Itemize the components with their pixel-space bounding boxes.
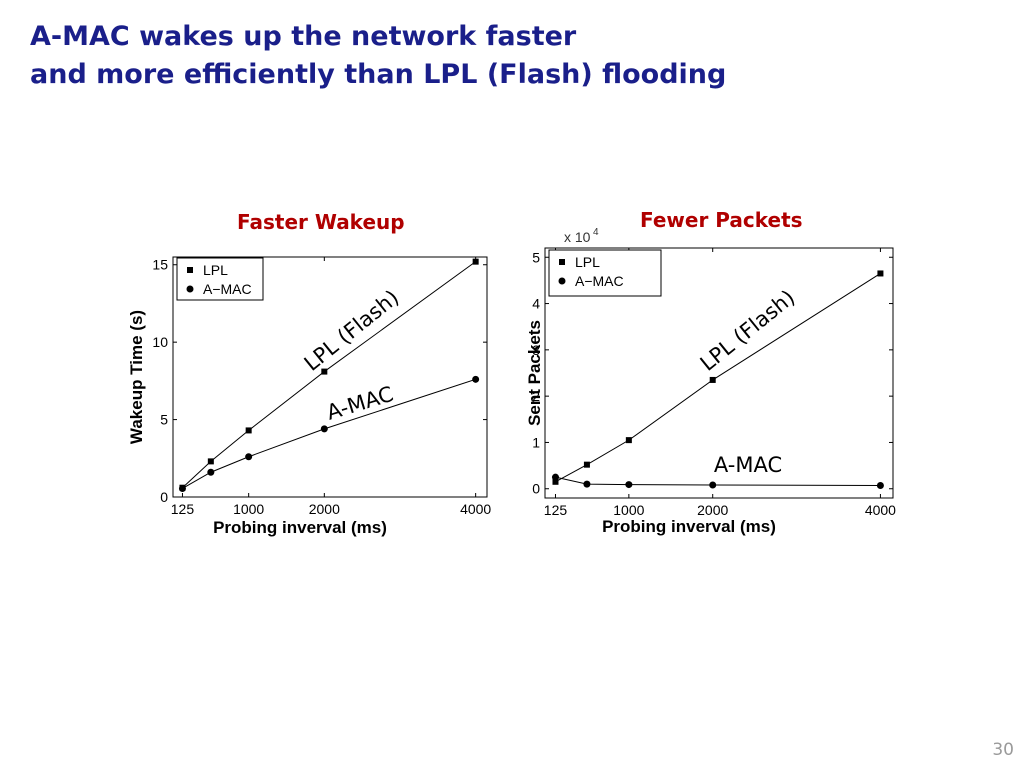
slide-title: A-MAC wakes up the network faster and mo… (30, 18, 726, 94)
annotation-1: A-MAC (714, 453, 782, 477)
data-point-1-1 (583, 480, 591, 488)
x-axis-label: Probing inverval (ms) (213, 518, 387, 537)
y-tick-label: 0 (532, 481, 540, 497)
wakeup-time-chart: 125 1000 2000 4000 0 5 10 15 Probing inverval (m… (127, 256, 491, 537)
legend-label-1: A−MAC (203, 281, 252, 297)
legend-box (548, 249, 662, 297)
legend-marker-1 (558, 277, 566, 285)
data-point-0-2 (245, 427, 252, 434)
data-point-1-3 (320, 425, 328, 433)
data-point-0-4 (877, 270, 884, 277)
legend-label-1: A−MAC (575, 273, 624, 289)
y-tick-label: 5 (532, 249, 540, 265)
y-tick-label: 2 (532, 388, 540, 404)
page-number: 30 (992, 740, 1014, 760)
data-point-1-2 (245, 453, 253, 461)
y-tick-label: 4 (532, 296, 540, 312)
chart-title-wakeup: Faster Wakeup (237, 210, 405, 234)
legend-marker-1 (186, 285, 194, 293)
x-tick-label: 1000 (613, 502, 644, 518)
sent-packets-chart: 125 1000 2000 4000 0 1 2 3 4 5 Probing inverval (m… (525, 227, 896, 536)
data-point-1-1 (207, 468, 215, 476)
data-point-1-0 (551, 473, 559, 481)
x-tick-label: 1000 (233, 501, 264, 517)
x-tick-label: 125 (544, 502, 568, 518)
x-tick-label: 2000 (697, 502, 728, 518)
y-axis-label: Sent Packets (525, 320, 544, 426)
data-point-0-1 (583, 461, 590, 468)
y-axis-label: Wakeup Time (s) (127, 310, 146, 444)
x-tick-label: 4000 (460, 501, 491, 517)
legend-label-0: LPL (575, 254, 600, 270)
y-tick-label: 5 (160, 412, 168, 428)
x-tick-label: 2000 (309, 501, 340, 517)
legend-marker-0 (559, 259, 565, 265)
y-multiplier-label: x 10 (564, 229, 591, 245)
x-tick-label: 125 (171, 501, 195, 517)
data-point-0-3 (321, 368, 328, 375)
y-tick-label: 10 (152, 334, 168, 350)
legend-label-0: LPL (203, 262, 228, 278)
y-tick-label: 3 (532, 342, 540, 358)
y-tick-label: 0 (160, 489, 168, 505)
data-point-1-3 (709, 481, 717, 489)
legend-marker-0 (187, 267, 193, 273)
data-point-1-0 (178, 484, 186, 492)
data-point-1-4 (876, 482, 884, 489)
data-point-0-2 (625, 437, 632, 444)
y-tick-label: 15 (152, 257, 168, 273)
legend-box (176, 257, 264, 301)
slide-title-line1: A-MAC wakes up the network faster (30, 21, 577, 52)
data-point-1-4 (472, 375, 480, 383)
x-axis-label: Probing inverval (ms) (602, 517, 776, 536)
data-point-1-2 (625, 481, 633, 489)
slide-title-line2: and more efficiently than LPL (Flash) fl… (30, 59, 727, 90)
y-tick-label: 1 (532, 434, 540, 450)
data-point-0-0 (552, 478, 559, 485)
data-point-0-4 (472, 258, 479, 265)
y-multiplier-exponent: 4 (593, 227, 599, 238)
chart-title-packets: Fewer Packets (640, 208, 803, 232)
data-point-0-1 (207, 458, 214, 465)
x-tick-label: 4000 (865, 502, 896, 518)
data-point-0-3 (709, 376, 716, 383)
